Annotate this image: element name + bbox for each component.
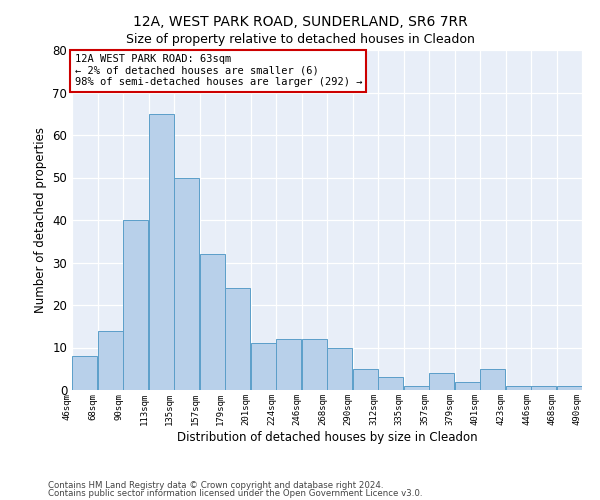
- Text: Contains HM Land Registry data © Crown copyright and database right 2024.: Contains HM Land Registry data © Crown c…: [48, 480, 383, 490]
- Bar: [480, 369, 505, 390]
- Bar: [404, 386, 429, 390]
- Text: 12A, WEST PARK ROAD, SUNDERLAND, SR6 7RR: 12A, WEST PARK ROAD, SUNDERLAND, SR6 7RR: [133, 15, 467, 29]
- Bar: [353, 369, 378, 390]
- Bar: [506, 386, 531, 390]
- X-axis label: Distribution of detached houses by size in Cleadon: Distribution of detached houses by size …: [176, 430, 478, 444]
- Text: Size of property relative to detached houses in Cleadon: Size of property relative to detached ho…: [125, 32, 475, 46]
- Y-axis label: Number of detached properties: Number of detached properties: [34, 127, 47, 313]
- Bar: [276, 339, 301, 390]
- Bar: [327, 348, 352, 390]
- Bar: [302, 339, 327, 390]
- Bar: [531, 386, 556, 390]
- Bar: [455, 382, 480, 390]
- Bar: [149, 114, 174, 390]
- Bar: [557, 386, 582, 390]
- Bar: [200, 254, 225, 390]
- Bar: [174, 178, 199, 390]
- Bar: [429, 373, 454, 390]
- Bar: [98, 330, 123, 390]
- Text: 12A WEST PARK ROAD: 63sqm
← 2% of detached houses are smaller (6)
98% of semi-de: 12A WEST PARK ROAD: 63sqm ← 2% of detach…: [74, 54, 362, 88]
- Bar: [378, 378, 403, 390]
- Bar: [72, 356, 97, 390]
- Text: Contains public sector information licensed under the Open Government Licence v3: Contains public sector information licen…: [48, 489, 422, 498]
- Bar: [123, 220, 148, 390]
- Bar: [251, 343, 276, 390]
- Bar: [225, 288, 250, 390]
